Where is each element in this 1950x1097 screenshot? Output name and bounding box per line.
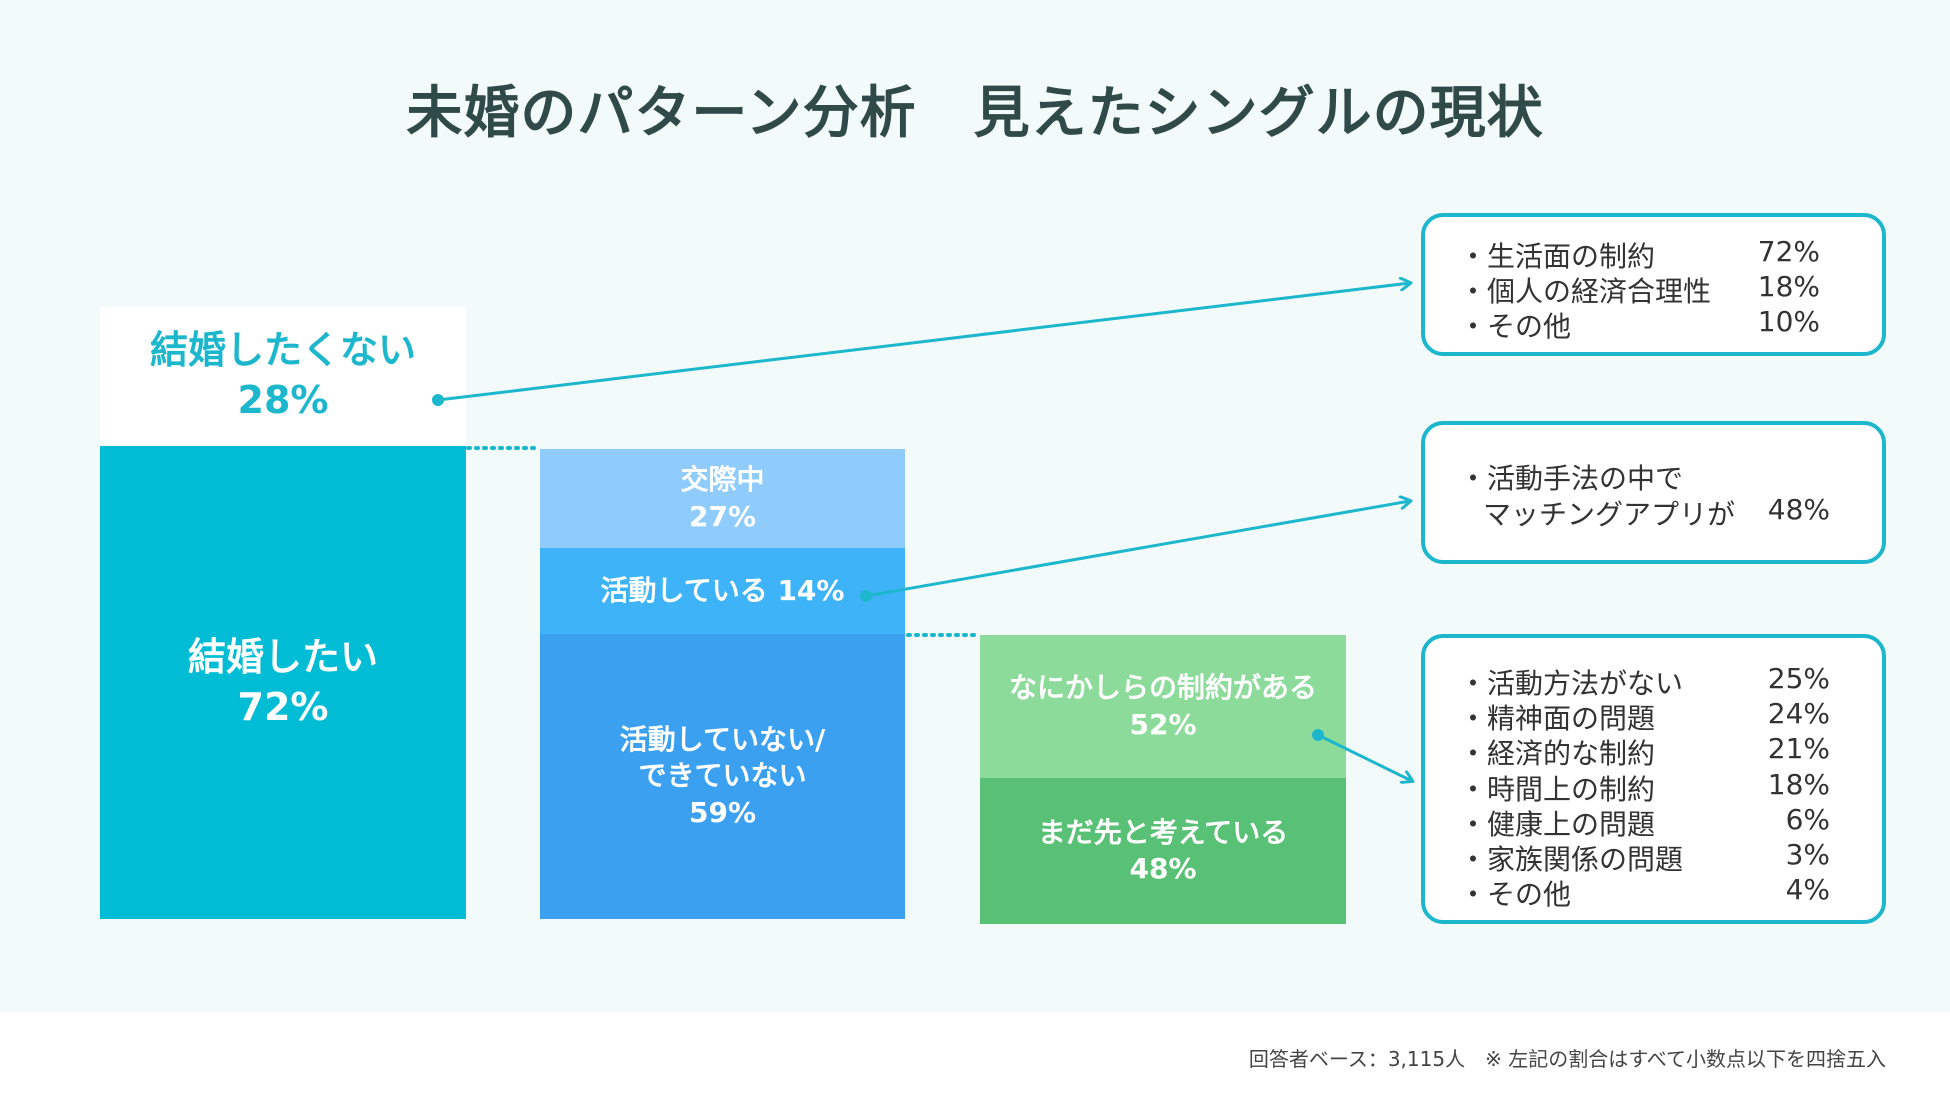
box3-row-value: 24% [1767,697,1830,730]
bar2-bottom-pct: 59% [688,795,757,829]
bar2-segment-inactive: 活動していない/ できていない 59% [540,634,905,919]
bar3-bottom-label: まだ先と考えている [1037,815,1289,849]
box3-row: ・時間上の制約 [1459,773,1656,806]
box1-row-value: 18% [1757,270,1820,303]
bar1-segment-want: 結婚したい 72% [100,446,466,919]
bar2-top-label: 交際中 [680,463,765,497]
bar2-mid-label: 活動している 14% [600,573,845,607]
arrow-to-box1 [437,283,1410,402]
bar2-segment-active: 活動している 14% [540,548,905,634]
box1-row-value: 72% [1757,235,1820,268]
bar1-top-pct: 28% [237,377,329,422]
box3-row-value: 6% [1785,803,1830,836]
box1-row-value: 10% [1757,305,1820,338]
footnote: 回答者ベース：3,115人 ※ 左記の割合はすべて小数点以下を四捨五入 [1248,1047,1886,1071]
bar3-bottom-pct: 48% [1129,852,1197,885]
box3-row: ・経済的な制約 [1459,737,1656,770]
bar3-top-label: なにかしらの制約がある [1008,671,1317,705]
box3-row-value: 18% [1767,768,1830,801]
bar1-bottom-label: 結婚したい [187,635,378,680]
box3-row-value: 3% [1785,838,1830,871]
bar3-segment-constraint: なにかしらの制約がある 52% [980,635,1346,778]
box1-row: ・生活面の制約 [1459,235,1655,275]
callout-box-constraints: ・活動方法がない ・精神面の問題 ・経済的な制約 ・時間上の制約 ・健康上の問題… [1421,634,1886,924]
box3-row-value: 4% [1785,873,1830,906]
box1-row-label: ・生活面の制約 [1459,240,1656,273]
box2-line1: ・活動手法の中で [1459,462,1684,495]
connector-overlay [432,0,1950,1012]
bar3-top-pct: 52% [1129,707,1197,741]
box1-row: ・その他 [1459,305,1571,345]
bar1-bottom-pct: 72% [237,684,329,729]
box3-row: ・活動方法がない [1459,667,1684,700]
bar2-bottom-label-1: 活動していない/ [619,722,826,756]
arrow-to-box2 [865,501,1410,598]
box3-row-value: 21% [1767,732,1830,765]
box2-line2: マッチングアプリが [1483,498,1736,531]
arrow-to-box3 [1317,733,1412,781]
box3-row: ・精神面の問題 [1459,702,1656,735]
box3-row-value: 25% [1767,662,1830,695]
box2-value: 48% [1767,493,1830,526]
bar3-segment-later: まだ先と考えている 48% [980,778,1346,924]
box3-row: ・その他 [1459,878,1572,911]
box1-row-label: ・その他 [1459,310,1572,343]
bar2-bottom-label-2: できていない [638,759,807,793]
chart-canvas: 未婚のパターン分析 見えたシングルの現状 結婚したくない 28% 結婚したい 7… [0,0,1950,1012]
box1-row-label: ・個人の経済合理性 [1459,275,1712,308]
bar2-top-pct: 27% [688,499,757,533]
callout-box-reasons-not-want: ・生活面の制約 ・個人の経済合理性 ・その他 72% 18% 10% [1421,213,1886,356]
box3-row: ・健康上の問題 [1459,808,1656,841]
bar1-segment-not-want: 結婚したくない 28% [100,307,466,444]
page-title: 未婚のパターン分析 見えたシングルの現状 [406,81,1544,146]
bar1-top-label: 結婚したくない [149,328,416,373]
box1-row: ・個人の経済合理性 [1459,270,1711,310]
box3-row: ・家族関係の問題 [1459,843,1684,876]
callout-box-matching-app: ・活動手法の中で マッチングアプリが 48% [1421,421,1886,564]
bar2-segment-dating: 交際中 27% [540,449,905,548]
